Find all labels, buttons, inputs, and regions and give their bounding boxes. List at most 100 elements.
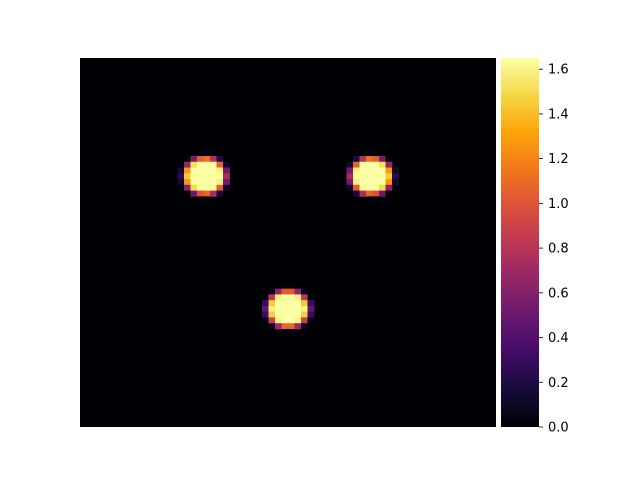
heatmap-cell <box>197 150 204 157</box>
heatmap-cell <box>294 288 302 295</box>
heatmap-cell <box>366 156 373 163</box>
heatmap-cell <box>268 305 276 313</box>
heatmap-cell <box>216 161 224 168</box>
heatmap-cell <box>379 179 386 186</box>
heatmap-cell <box>346 179 354 186</box>
heatmap-cell <box>294 317 302 324</box>
heatmap-cell <box>197 161 204 168</box>
colorbar <box>501 58 539 427</box>
heatmap-cell <box>385 161 393 168</box>
heatmap-cell <box>281 282 289 290</box>
heatmap-cell <box>210 173 217 180</box>
heatmap-cell <box>203 196 211 203</box>
heatmap-cell <box>216 184 224 192</box>
heatmap-cell <box>203 150 211 157</box>
heatmap-cell <box>366 150 373 157</box>
heatmap-cell <box>268 294 276 301</box>
heatmap-cell <box>294 323 302 330</box>
heatmap-cell <box>307 305 315 313</box>
heatmap-cell <box>177 179 185 186</box>
heatmap-cell <box>294 300 302 307</box>
heatmap-cell <box>372 161 380 168</box>
heatmap-cell <box>275 305 282 313</box>
heatmap-cell <box>190 184 198 192</box>
heatmap-cell <box>275 294 282 301</box>
heatmap-cell <box>190 167 198 174</box>
heatmap-cells <box>80 58 496 427</box>
heatmap-cell <box>353 156 360 163</box>
heatmap-cell <box>392 179 399 186</box>
heatmap-cell <box>184 156 191 163</box>
heatmap-cell <box>288 323 295 330</box>
heatmap-cell <box>281 288 289 295</box>
heatmap-cell <box>372 173 380 180</box>
heatmap-cell <box>372 184 380 192</box>
heatmap-cell <box>275 288 282 295</box>
heatmap-cell <box>197 167 204 174</box>
heatmap-cell <box>301 294 308 301</box>
heatmap-cell <box>288 305 295 313</box>
heatmap-cell <box>190 173 198 180</box>
heatmap-cell <box>203 173 211 180</box>
heatmap-cell <box>275 317 282 324</box>
heatmap-cell <box>275 300 282 307</box>
heatmap-cell <box>210 156 217 163</box>
heatmap-cell <box>262 300 269 307</box>
heatmap-cell <box>216 167 224 174</box>
heatmap-cell <box>353 179 360 186</box>
heatmap-cell <box>372 190 380 197</box>
heatmap-cell <box>288 294 295 301</box>
heatmap-cell <box>385 156 393 163</box>
heatmap-cell <box>359 173 367 180</box>
heatmap-cell <box>190 156 198 163</box>
heatmap-cell <box>262 294 269 301</box>
heatmap-cell <box>301 300 308 307</box>
heatmap-cell <box>288 288 295 295</box>
heatmap-cell <box>281 294 289 301</box>
heatmap-cell <box>372 179 380 186</box>
heatmap-cell <box>392 173 399 180</box>
heatmap-cell <box>301 323 308 330</box>
heatmap-cell <box>223 167 230 174</box>
heatmap-cell <box>372 156 380 163</box>
heatmap-cell <box>184 167 191 174</box>
heatmap-cell <box>281 323 289 330</box>
heatmap-cell <box>184 161 191 168</box>
heatmap-cell <box>346 173 354 180</box>
heatmap-cell <box>275 311 282 318</box>
heatmap-cell <box>353 184 360 192</box>
heatmap-cell <box>379 156 386 163</box>
heatmap-cell <box>281 311 289 318</box>
heatmap-cell <box>223 161 230 168</box>
heatmap-cell <box>262 305 269 313</box>
heatmap-cell <box>372 196 380 203</box>
heatmap-cell <box>184 184 191 192</box>
colorbar-tick-label: 0.6 <box>548 286 569 301</box>
heatmap-cell <box>197 156 204 163</box>
colorbar-ticks: 0.0 0.2 0.4 0.6 0.8 1.0 1.2 1.4 1.6 <box>539 63 569 436</box>
heatmap-cell <box>203 156 211 163</box>
heatmap-cell <box>366 190 373 197</box>
heatmap-cell <box>210 161 217 168</box>
heatmap-cell <box>203 179 211 186</box>
heatmap-cell <box>210 190 217 197</box>
heatmap-cell <box>210 179 217 186</box>
heatmap-cell <box>177 167 185 174</box>
heatmap-cell <box>268 288 276 295</box>
heatmap-cell <box>359 179 367 186</box>
heatmap-cell <box>197 173 204 180</box>
heatmap-background <box>80 58 496 427</box>
colorbar-tick-label: 0.0 <box>548 421 569 436</box>
heatmap-cell <box>346 167 354 174</box>
heatmap-cell <box>281 305 289 313</box>
heatmap-cell <box>216 173 224 180</box>
heatmap-cell <box>190 190 198 197</box>
heatmap-cell <box>197 196 204 203</box>
heatmap-cell <box>288 300 295 307</box>
heatmap-cell <box>184 190 191 197</box>
colorbar-tick-label: 1.6 <box>548 63 569 78</box>
heatmap-cell <box>385 190 393 197</box>
heatmap-cell <box>223 184 230 192</box>
heatmap-cell <box>301 288 308 295</box>
heatmap-cell <box>177 173 185 180</box>
